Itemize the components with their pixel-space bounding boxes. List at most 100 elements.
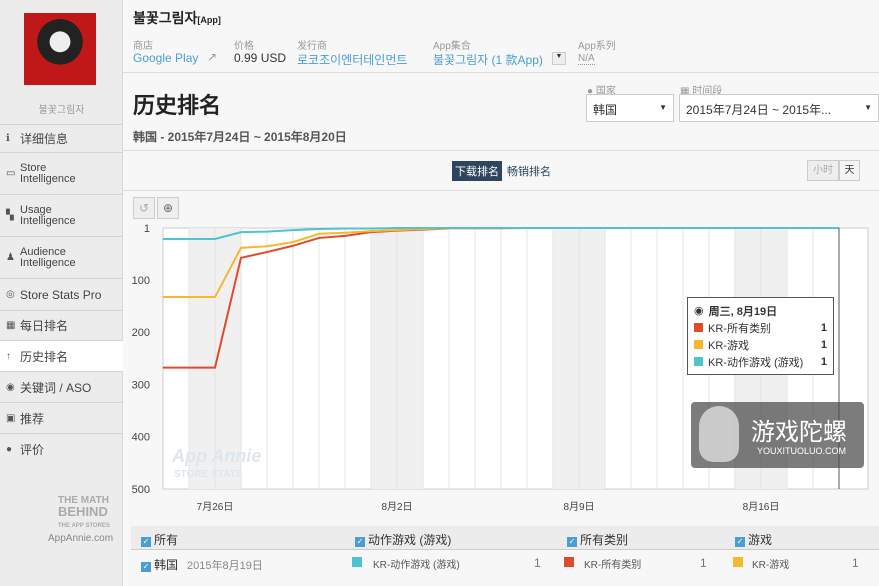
legend-action-checkbox[interactable]: ✓ 动作游戏 (游戏) xyxy=(355,533,452,547)
period-select[interactable]: 2015年7月24日 ~ 2015年... ▼ xyxy=(679,94,879,122)
app-title: 불꽃그림자 xyxy=(133,10,198,26)
period-value: 2015年7月24日 ~ 2015年... xyxy=(686,103,832,117)
zoom-in-icon[interactable]: ⊕ xyxy=(157,197,179,219)
data-point xyxy=(682,227,684,229)
legend-allcat-checkbox[interactable]: ✓ 所有类别 xyxy=(567,533,629,547)
legend-value: 1 xyxy=(534,556,541,570)
globe-icon: ◎ xyxy=(6,289,15,300)
sidebar: 불꽃그림자 ℹ 详细信息 ▭ Store Intelligence ▚ Usage Int… xyxy=(0,0,123,586)
period-label: 时间段 xyxy=(692,86,723,97)
publisher-link[interactable]: 로코조이엔터테인먼트 xyxy=(297,53,408,67)
usage-icon: ▚ xyxy=(6,210,14,221)
data-point xyxy=(318,237,320,239)
store-link[interactable]: Google Play xyxy=(133,51,199,65)
sidebar-item-4[interactable]: ◎ Store Stats Pro xyxy=(0,278,123,310)
sidebar-item-label: Audience Intelligence xyxy=(20,245,76,269)
sidebar-item-label: Store Intelligence xyxy=(20,161,76,185)
comment-icon: ● xyxy=(6,443,13,455)
legend-item: KR-游戏 xyxy=(752,560,790,571)
spinning-top-logo-icon xyxy=(699,406,739,462)
tab-grossing[interactable]: 畅销排名 xyxy=(507,166,551,178)
data-point xyxy=(162,238,164,240)
tooltip-value: 1 xyxy=(820,321,827,334)
tooltip-value: 1 xyxy=(820,338,827,351)
page-subtitle: 韩国 - 2015年7月24日 ~ 2015年8月20日 xyxy=(133,130,347,144)
featured-icon: ▣ xyxy=(6,412,16,424)
data-point xyxy=(188,238,190,240)
series-value: N/A xyxy=(578,53,595,65)
data-point xyxy=(344,235,346,237)
sidebar-item-9[interactable]: ● 评价 xyxy=(0,433,123,464)
y-tick-label: 400 xyxy=(132,432,150,444)
price-label: 价格 xyxy=(234,41,254,52)
data-point xyxy=(344,232,346,234)
sidebar-item-2[interactable]: ▚ Usage Intelligence xyxy=(0,194,123,236)
hour-button[interactable]: 小时 xyxy=(807,160,839,181)
data-point xyxy=(422,227,424,229)
logo-line2: BEHIND xyxy=(58,504,108,519)
store-icon: ▭ xyxy=(6,168,16,179)
tab-downloads[interactable]: 下载排名 xyxy=(452,161,502,181)
sidebar-item-5[interactable]: ▦ 每日排名 xyxy=(0,310,123,340)
collection-dropdown-icon[interactable]: ▼ xyxy=(552,52,566,65)
data-point xyxy=(396,229,398,231)
day-button[interactable]: 天 xyxy=(839,160,860,181)
chart-watermark: App Annie xyxy=(171,446,261,466)
country-select[interactable]: 韩国 ▼ xyxy=(586,94,674,122)
data-point xyxy=(760,227,762,229)
calendar-icon: ▦ xyxy=(6,320,16,331)
store-label: 商店 xyxy=(133,41,153,52)
publisher-label: 发行商 xyxy=(297,41,327,52)
data-point xyxy=(526,227,528,229)
external-link-icon[interactable]: ↗ xyxy=(207,50,218,64)
legend-value: 1 xyxy=(700,556,707,570)
sidebar-item-6[interactable]: ↑ 历史排名 xyxy=(0,340,123,371)
country-label: 国家 xyxy=(595,86,616,97)
legend-games-checkbox[interactable]: ✓ 游戏 xyxy=(735,533,773,547)
collection-link[interactable]: 불꽃그림자 (1 款App) xyxy=(433,53,543,67)
sidebar-item-1[interactable]: ▭ Store Intelligence xyxy=(0,152,123,194)
data-point xyxy=(500,227,502,229)
x-tick-label: 8月9日 xyxy=(563,501,594,513)
data-point xyxy=(734,227,736,229)
data-point xyxy=(292,229,294,231)
chart-tooltip: ◉ 周三, 8月19日 KR-所有类别 1 KR-游戏 1 KR-动作游戏 (游戏) 1 xyxy=(687,297,834,375)
sidebar-item-8[interactable]: ▣ 推荐 xyxy=(0,402,123,433)
data-point xyxy=(292,245,294,247)
data-point xyxy=(786,227,788,229)
data-point xyxy=(292,241,294,243)
data-point xyxy=(214,238,216,240)
sidebar-item-7[interactable]: ◉ 关键词 / ASO xyxy=(0,371,123,402)
sidebar-app-name: 불꽃그림자 xyxy=(38,105,85,116)
app-tag: [App] xyxy=(197,15,221,25)
app-annie-logo[interactable]: THE MATH BEHIND THE APP STORES AppAnnie.co… xyxy=(6,470,116,548)
data-point xyxy=(370,230,372,232)
data-point xyxy=(266,231,268,233)
data-point xyxy=(188,367,190,369)
watermark-url: YOUXITUOLUO.COM xyxy=(757,446,847,456)
x-tick-label: 7月26日 xyxy=(197,501,234,513)
page-title: 历史排名 xyxy=(133,93,222,118)
logo-line3: THE APP STORES xyxy=(58,523,110,529)
legend-all-checkbox[interactable]: ✓ 所有 xyxy=(141,533,179,547)
info-icon: ℹ xyxy=(6,133,10,144)
sidebar-item-label: Store Stats Pro xyxy=(20,287,102,302)
data-point xyxy=(604,227,606,229)
data-point xyxy=(318,233,320,235)
x-tick-label: 8月2日 xyxy=(381,501,412,513)
data-point xyxy=(162,296,164,298)
sidebar-item-label: 关键词 / ASO xyxy=(20,380,92,395)
tooltip-series: KR-游戏 xyxy=(708,339,749,352)
logo-line1: THE MATH xyxy=(58,495,109,506)
country-checkbox[interactable]: ✓ 韩国 xyxy=(141,558,179,572)
calendar-icon: ▦ xyxy=(680,86,690,97)
price-value: 0.99 USD xyxy=(234,51,287,65)
reset-zoom-icon[interactable]: ↺ xyxy=(133,197,155,219)
sidebar-item-0[interactable]: ℹ 详细信息 xyxy=(0,124,123,152)
data-point xyxy=(188,296,190,298)
sidebar-item-3[interactable]: ♟ Audience Intelligence xyxy=(0,236,123,278)
data-point xyxy=(448,227,450,229)
watermark: 游戏陀螺 YOUXITUOLUO.COM xyxy=(691,402,864,468)
data-point xyxy=(552,227,554,229)
data-point xyxy=(474,227,476,229)
